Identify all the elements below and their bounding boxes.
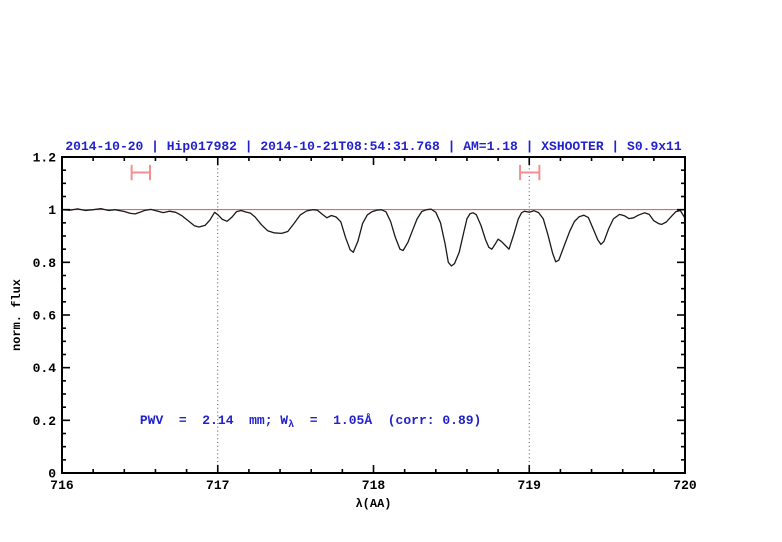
y-axis-label: norm. flux: [10, 279, 24, 351]
y-tick-label: 0.8: [33, 256, 57, 271]
pwv-annotation-prefix: PWV = 2.14 mm; W: [140, 413, 288, 428]
plot-title: 2014-10-20 | Hip017982 | 2014-10-21T08:5…: [65, 139, 681, 154]
pwv-annotation: PWV = 2.14 mm; Wλ = 1.05Å (corr: 0.89): [140, 413, 481, 431]
spectrum-line: [61, 207, 686, 267]
x-tick-label: 716: [50, 478, 74, 493]
pwv-annotation-suffix: = 1.05Å (corr: 0.89): [294, 413, 481, 428]
y-tick-label: 0: [48, 467, 56, 482]
x-tick-label: 719: [518, 478, 542, 493]
y-tick-label: 0.2: [33, 414, 57, 429]
y-tick-label: 1: [48, 203, 56, 218]
x-tick-label: 717: [206, 478, 229, 493]
y-tick-label: 0.6: [33, 309, 57, 324]
x-axis-label: λ(AA): [355, 497, 391, 511]
x-tick-label: 720: [673, 478, 697, 493]
pwv-annotation-subscript: λ: [288, 419, 294, 431]
y-tick-label: 1.2: [33, 151, 57, 166]
y-tick-label: 0.4: [33, 361, 57, 376]
plot-area: 716 717 718 719 720 0 0.2 0.4 0.6 0.8 1 1.2: [33, 151, 697, 494]
x-tick-label: 718: [362, 478, 386, 493]
